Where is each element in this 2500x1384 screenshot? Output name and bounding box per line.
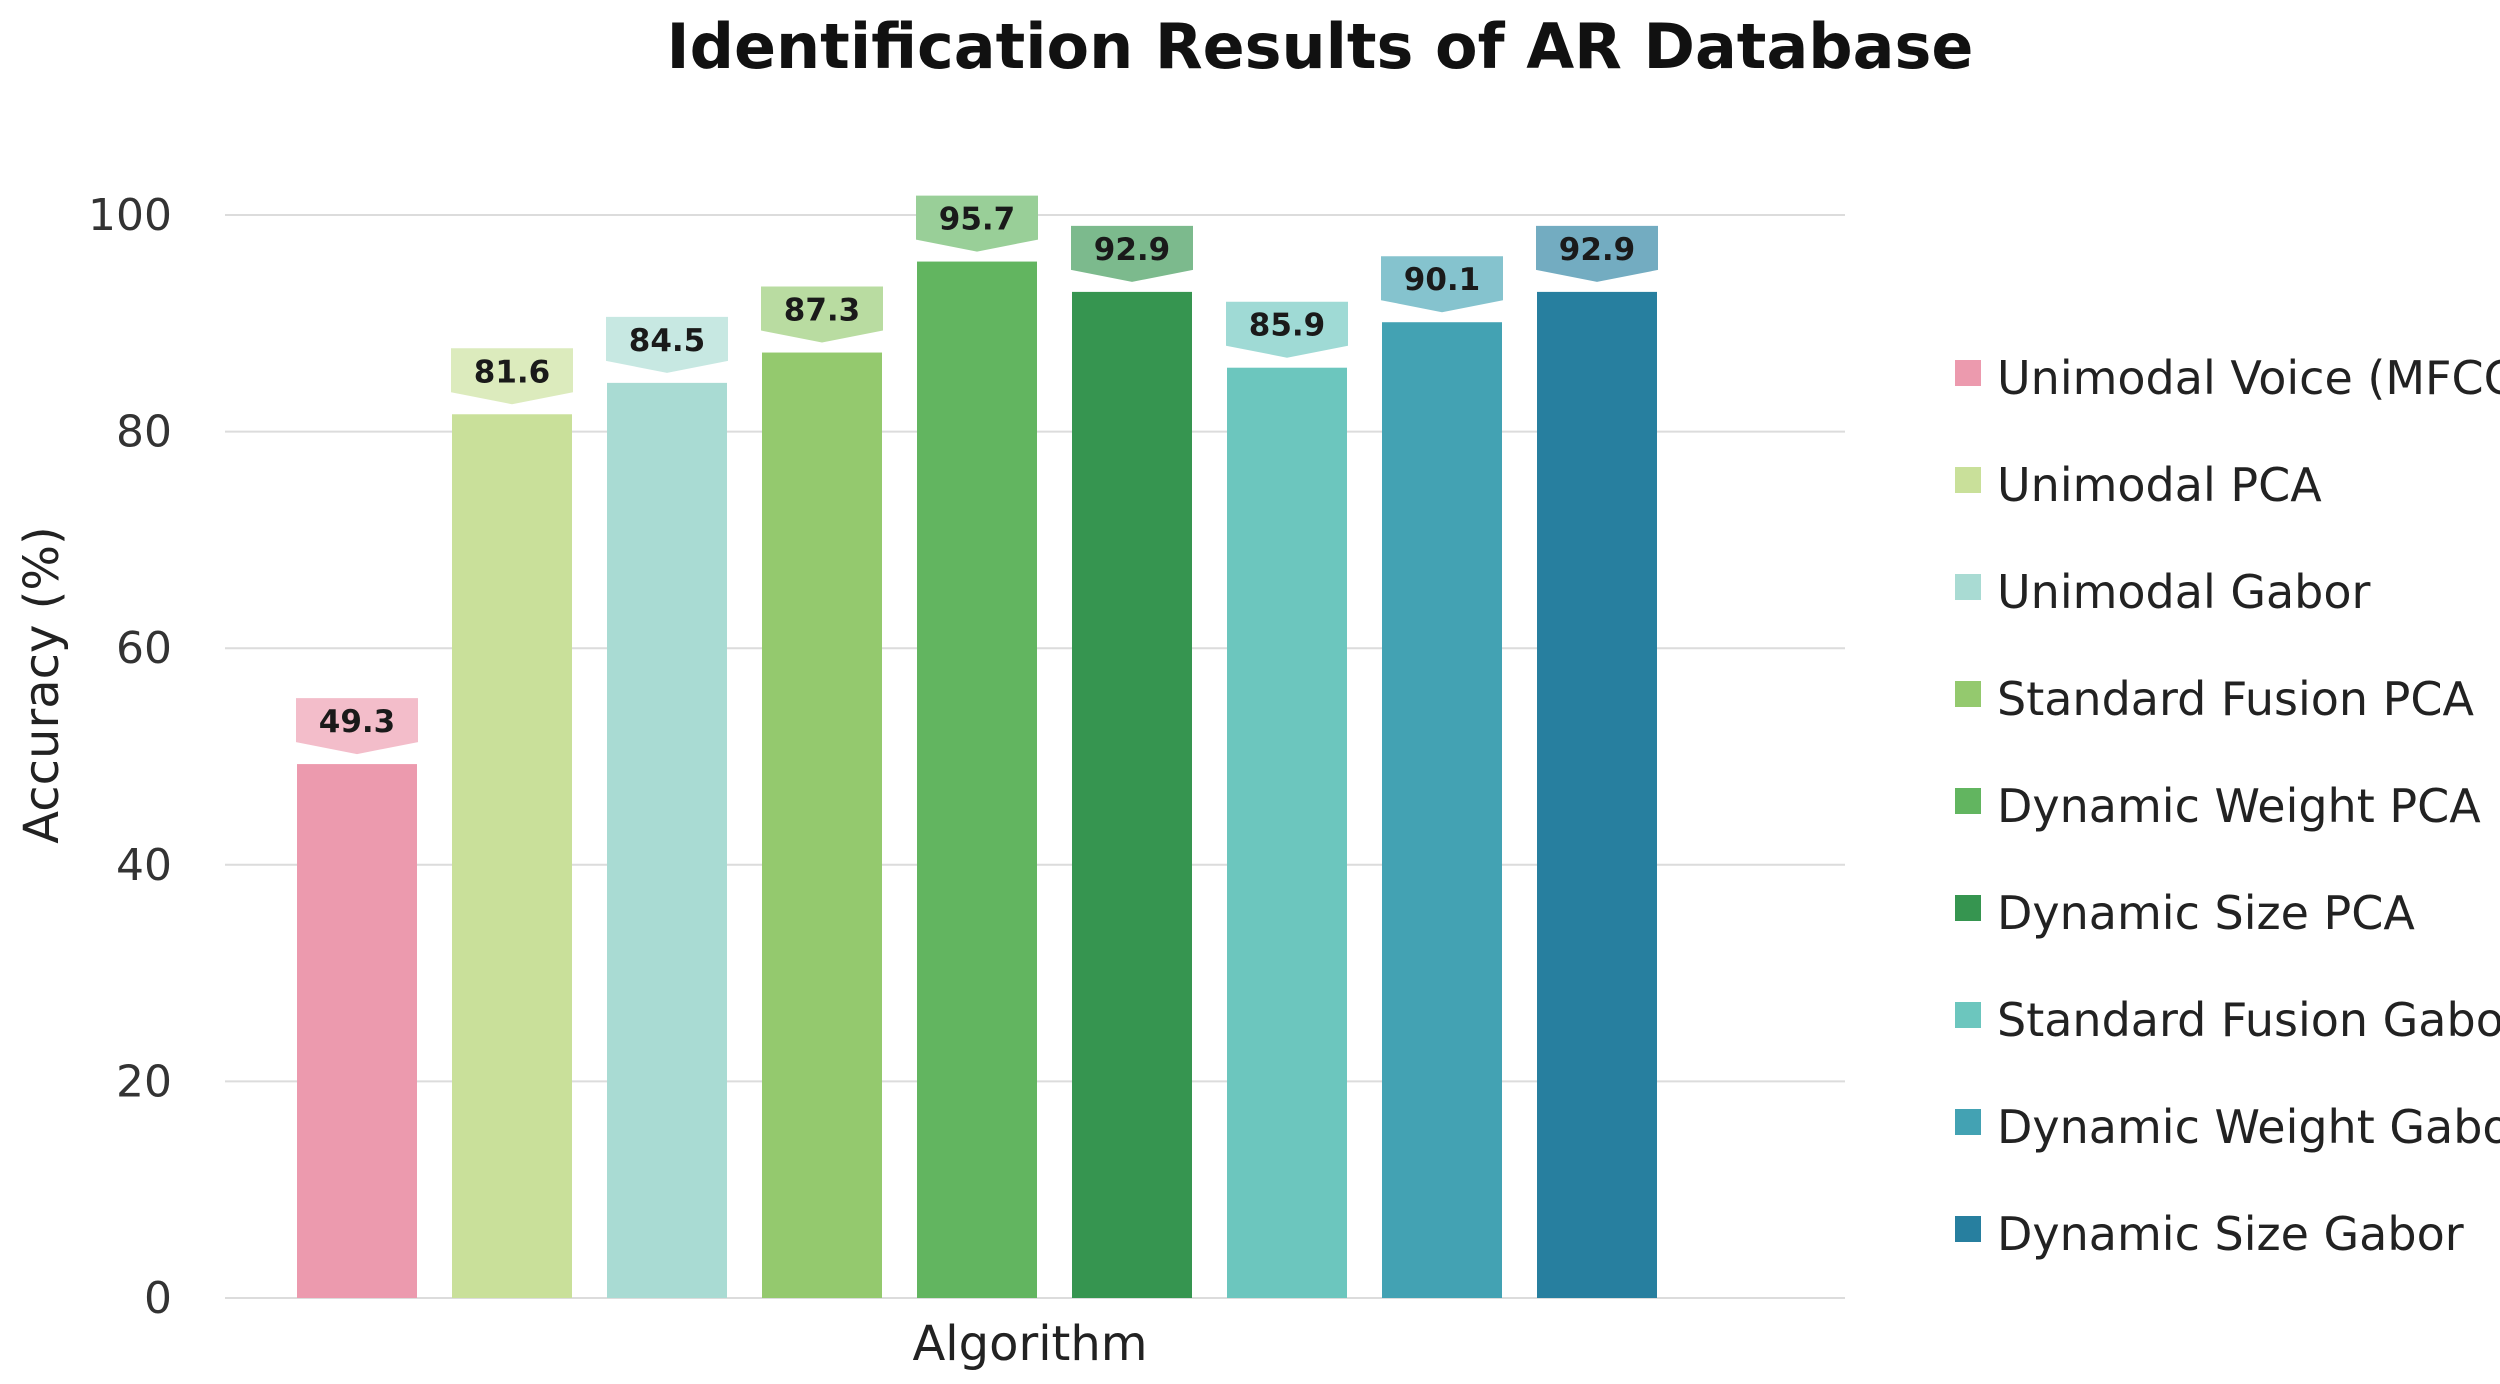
data-label: 87.3 <box>784 293 861 329</box>
data-label-callout <box>1536 225 1658 282</box>
legend-entry: Dynamic Weight Gabor <box>1997 1100 2500 1154</box>
data-label: 92.9 <box>1094 232 1171 268</box>
legend-swatch <box>1955 895 1981 921</box>
bar <box>762 352 882 1298</box>
data-label: 81.6 <box>474 354 551 390</box>
legend-swatch <box>1955 467 1981 493</box>
data-label-callout <box>1071 225 1193 282</box>
legend-entry: Dynamic Size Gabor <box>1997 1207 2464 1261</box>
legend-entry: Unimodal Gabor <box>1997 565 2371 619</box>
bar <box>452 414 572 1299</box>
bars <box>297 261 1657 1299</box>
legend-swatch <box>1955 360 1981 386</box>
legend-swatch <box>1955 1109 1981 1135</box>
data-label-callout <box>916 195 1038 252</box>
legend-entry: Standard Fusion Gabor <box>1997 993 2500 1047</box>
y-tick-label: 0 <box>144 1273 172 1324</box>
data-label: 92.9 <box>1559 232 1636 268</box>
y-axis-label: Accuracy (%) <box>14 526 70 843</box>
y-tick-label: 60 <box>116 623 172 674</box>
legend-entry: Dynamic Size PCA <box>1997 886 2415 940</box>
data-labels: 49.3 81.6 84.5 87.3 95.7 92.9 85.9 90.1 92.9 <box>296 195 1658 755</box>
legend-entry: Unimodal PCA <box>1997 458 2322 512</box>
bar <box>917 261 1037 1299</box>
data-label-callout <box>296 698 418 755</box>
data-label-callout <box>761 286 883 343</box>
bar <box>1072 291 1192 1298</box>
y-axis-ticks: 0 20 40 60 80 100 <box>88 190 172 1324</box>
legend-entry: Standard Fusion PCA <box>1997 672 2475 726</box>
data-label: 85.9 <box>1249 308 1326 344</box>
legend: Unimodal Voice (MFCC) Unimodal PCA Unimoda… <box>1955 351 2500 1261</box>
y-tick-label: 40 <box>116 840 172 891</box>
bar <box>607 382 727 1298</box>
legend-swatch <box>1955 1216 1981 1242</box>
legend-entry: Dynamic Weight PCA <box>1997 779 2481 833</box>
data-label-callout <box>606 316 728 373</box>
legend-swatch <box>1955 681 1981 707</box>
data-label: 95.7 <box>939 202 1016 238</box>
legend-swatch <box>1955 574 1981 600</box>
data-label-callout <box>451 348 573 405</box>
data-label: 90.1 <box>1404 262 1481 298</box>
data-label-callout <box>1226 301 1348 358</box>
legend-swatch <box>1955 788 1981 814</box>
legend-swatch <box>1955 1002 1981 1028</box>
data-label-callout <box>1381 256 1503 313</box>
y-tick-label: 100 <box>88 190 172 241</box>
bar <box>1382 322 1502 1298</box>
data-label: 84.5 <box>629 323 706 359</box>
bar <box>1537 291 1657 1298</box>
bar <box>1227 367 1347 1298</box>
chart-title: Identification Results of AR Database <box>667 10 1974 83</box>
x-axis-label: Algorithm <box>912 1316 1147 1372</box>
y-tick-label: 20 <box>116 1056 172 1107</box>
legend-entry: Unimodal Voice (MFCC) <box>1997 351 2500 405</box>
bar <box>297 764 417 1298</box>
data-label: 49.3 <box>319 704 396 740</box>
y-tick-label: 80 <box>116 407 172 458</box>
